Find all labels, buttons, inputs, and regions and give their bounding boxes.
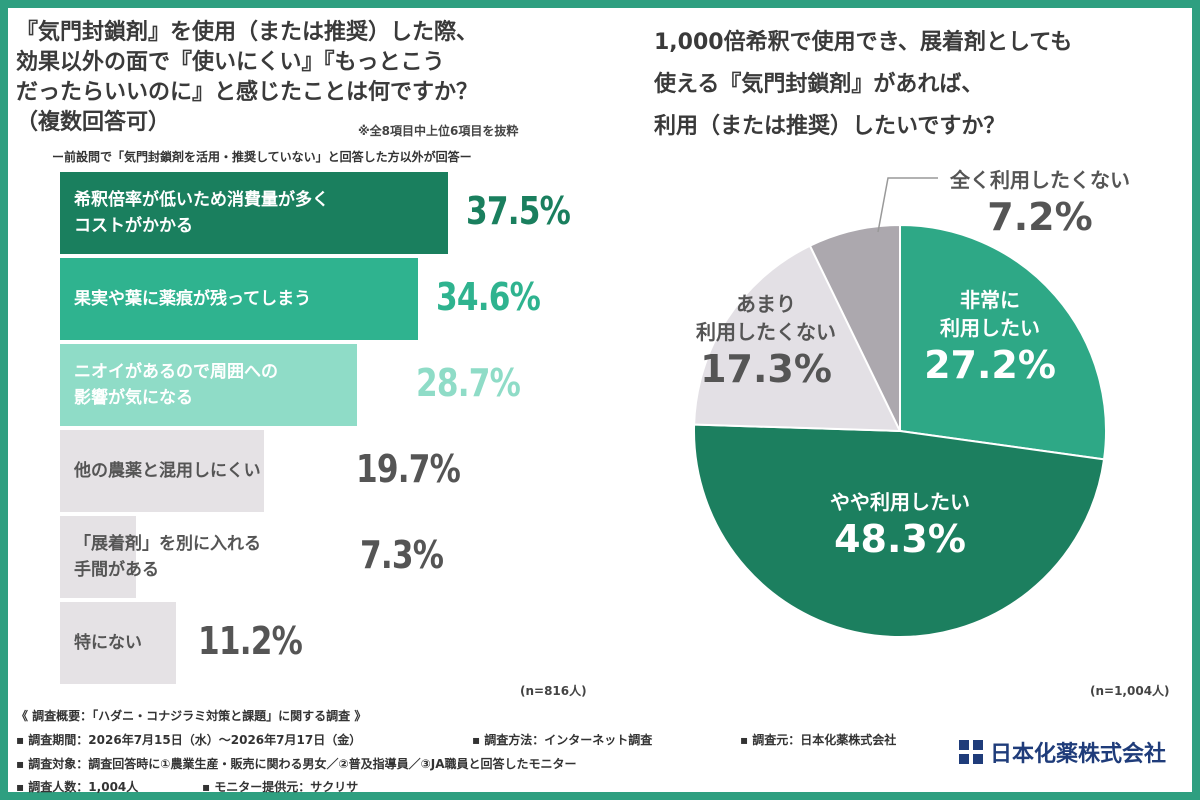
left-question: 『気門封鎖剤』を使用（または推奨）した際、 効果以外の面で『使いにくい』『もっと… <box>16 20 479 135</box>
pie-slice-label: あまり 利用したくない 17.3% <box>646 290 886 392</box>
survey-overview: 《 調査概要：「ハダニ・コナジラミ対策と課題」に関する調査 》 <box>16 709 367 723</box>
monitor-provider: ▪ モニター提供元：サクリサ <box>202 780 359 794</box>
right-question: 1,000倍希釈で使用でき、展着剤としても 使える『気門封鎖剤』があれば、 利用… <box>654 30 1073 139</box>
bar-value-label: 28.7% <box>416 361 521 405</box>
bar-category-label: ニオイがあるので周囲への 影響が気になる <box>74 362 278 408</box>
bar <box>60 172 448 254</box>
bar <box>60 516 136 598</box>
bar <box>60 602 176 684</box>
bar-value-label: 11.2% <box>198 619 303 663</box>
bar <box>60 344 357 426</box>
survey-count: ▪ 調査人数：1,004人 <box>16 780 139 794</box>
survey-period: ▪ 調査期間：2026年7月15日（水）～2026年7月17日（金） <box>16 733 362 747</box>
company-logo: 日本化薬株式会社 <box>958 736 1166 768</box>
pie-slice <box>693 244 902 433</box>
bar-category-label: 他の農薬と混用しにくい <box>74 461 261 481</box>
bar-category-label: 果実や葉に薬痕が残ってしまう <box>74 289 312 309</box>
pie-slice <box>693 423 1106 639</box>
pie-value-label: 7.2% <box>987 195 1093 239</box>
pie-value-label: 48.3% <box>834 517 966 561</box>
company-logo-text: 日本化薬株式会社 <box>990 742 1167 767</box>
pie-category-label: 非常に 利用したい <box>940 288 1040 340</box>
survey-method: ▪ 調査方法：インターネット調査 <box>472 733 653 747</box>
company-logo-icon <box>959 740 983 764</box>
bar-value-label: 34.6% <box>436 275 541 319</box>
bar-category-label: 希釈倍率が低いため消費量が多く コストがかかる <box>74 190 329 236</box>
pie-slice-label: 全く利用したくない 7.2% <box>920 166 1160 240</box>
survey-target: ▪ 調査対象：調査回答時に①農業生産・販売に関わる男女／②普及指導員／③JA職員… <box>16 757 577 771</box>
bar <box>60 258 418 340</box>
pie-leader-line <box>877 177 938 233</box>
left-subtitle: ー前設問で「気門封鎖剤を活用・推奨していない」と回答した方以外が回答ー <box>52 150 472 164</box>
pie-category-label: 全く利用したくない <box>950 168 1130 192</box>
pie-category-label: あまり 利用したくない <box>696 292 836 344</box>
bar-category-label: 特にない <box>74 633 142 653</box>
pie-value-label: 17.3% <box>700 347 832 391</box>
bar-value-label: 19.7% <box>356 447 461 491</box>
bar <box>60 430 264 512</box>
pie-value-label: 27.2% <box>924 343 1056 387</box>
right-sample-size: (n=1,004人) <box>1090 684 1170 698</box>
pie-slice <box>808 223 901 432</box>
pie-slice-label: やや利用したい 48.3% <box>780 488 1020 562</box>
bar-value-label: 37.5% <box>466 189 571 233</box>
pie-category-label: やや利用したい <box>830 490 970 514</box>
pie-slice <box>899 223 1107 461</box>
pie-slice-label: 非常に 利用したい 27.2% <box>870 286 1110 388</box>
bar-value-label: 7.3% <box>360 533 444 577</box>
survey-source: ▪ 調査元：日本化薬株式会社 <box>740 733 897 747</box>
left-sample-size: (n=816人) <box>520 684 587 698</box>
bar-category-label: 「展着剤」を別に入れる 手間がある <box>74 534 261 580</box>
left-note: ※全8項目中上位6項目を抜粋 <box>358 124 519 138</box>
